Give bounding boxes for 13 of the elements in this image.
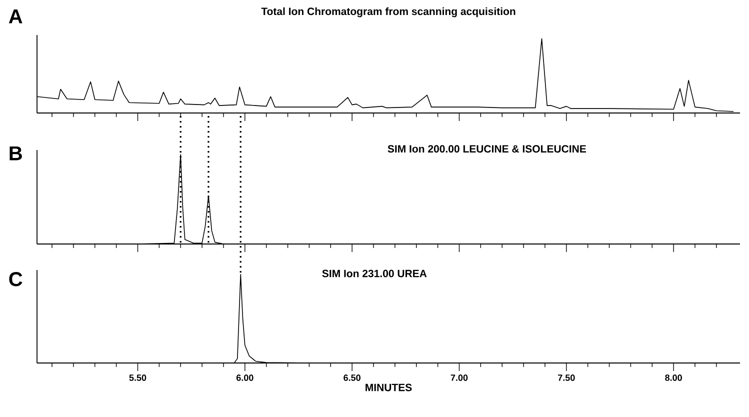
x-tick-label: 5.50	[129, 374, 146, 381]
text: C	[9, 272, 22, 286]
chart-title: SIM Ion 200.00 LEUCINE & ISOLEUCINE	[388, 145, 586, 153]
x-tick-label: 7.50	[558, 374, 575, 381]
chart-title: SIM Ion 231.00 UREA	[322, 270, 427, 278]
x-tick-label: 6.50	[344, 374, 360, 381]
text: A	[8, 9, 22, 24]
chart-title: Total Ion Chromatogram from scanning acquisition	[261, 7, 516, 18]
x-axis-title: MINUTES	[366, 384, 412, 392]
x-tick-label: 6.00	[236, 374, 254, 381]
x-tick-label: 7.00	[450, 374, 468, 381]
x-tick-label: 8.00	[665, 374, 682, 381]
text: B	[10, 146, 22, 160]
